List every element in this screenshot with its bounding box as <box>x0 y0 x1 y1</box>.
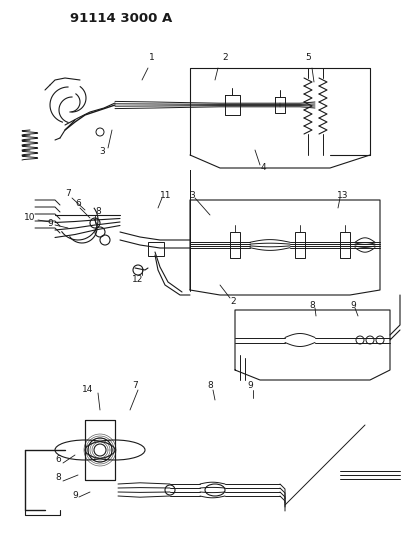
Text: 9: 9 <box>47 219 53 228</box>
Text: 8: 8 <box>95 206 101 215</box>
Text: 6: 6 <box>55 456 61 464</box>
Text: 1: 1 <box>149 53 155 62</box>
Bar <box>230 232 240 258</box>
Bar <box>85 420 115 480</box>
Bar <box>340 232 350 258</box>
Text: 9: 9 <box>247 381 253 390</box>
Text: 2: 2 <box>222 53 228 62</box>
Text: 4: 4 <box>260 164 266 173</box>
Text: 14: 14 <box>82 385 94 394</box>
Text: 8: 8 <box>207 381 213 390</box>
Text: 8: 8 <box>55 473 61 482</box>
Text: 91114 3000 A: 91114 3000 A <box>70 12 172 25</box>
Text: 10: 10 <box>24 214 36 222</box>
Bar <box>148 242 164 256</box>
Text: 2: 2 <box>230 297 236 306</box>
Text: 9: 9 <box>350 301 356 310</box>
Text: 6: 6 <box>75 199 81 208</box>
Text: 3: 3 <box>189 190 195 199</box>
Text: 7: 7 <box>132 381 138 390</box>
Bar <box>295 232 305 258</box>
Text: 3: 3 <box>99 148 105 157</box>
Text: 9: 9 <box>72 490 78 499</box>
Text: 7: 7 <box>65 190 71 198</box>
Text: 5: 5 <box>305 53 311 62</box>
Text: 12: 12 <box>132 276 144 285</box>
Text: 8: 8 <box>309 301 315 310</box>
Text: 13: 13 <box>337 190 349 199</box>
Text: 11: 11 <box>160 190 172 199</box>
